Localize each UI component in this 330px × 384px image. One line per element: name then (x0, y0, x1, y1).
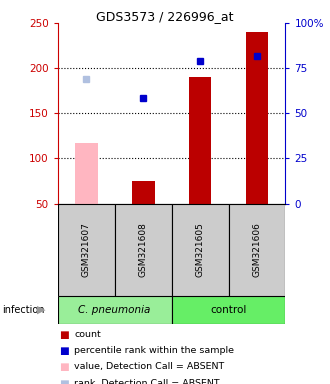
Text: count: count (74, 330, 101, 339)
Text: GSM321605: GSM321605 (196, 222, 205, 277)
Text: GSM321607: GSM321607 (82, 222, 91, 277)
Bar (58, 296, 172, 324)
Text: percentile rank within the sample: percentile rank within the sample (74, 346, 234, 355)
Bar (115, 204, 172, 296)
Bar (228, 204, 285, 296)
Text: GDS3573 / 226996_at: GDS3573 / 226996_at (96, 10, 234, 23)
Text: ■: ■ (59, 346, 69, 356)
Text: control: control (210, 305, 247, 315)
Bar (172, 204, 228, 296)
Bar (172, 296, 285, 324)
Text: ■: ■ (59, 330, 69, 340)
Bar (189, 77, 212, 204)
Text: C. pneumonia: C. pneumonia (79, 305, 151, 315)
Bar (75, 143, 98, 204)
Text: ▶: ▶ (37, 305, 46, 315)
Text: rank, Detection Call = ABSENT: rank, Detection Call = ABSENT (74, 379, 220, 384)
Bar (246, 32, 268, 204)
Bar (58, 204, 115, 296)
Text: infection: infection (2, 305, 44, 315)
Text: value, Detection Call = ABSENT: value, Detection Call = ABSENT (74, 362, 224, 371)
Text: ■: ■ (59, 362, 69, 372)
Bar (132, 181, 154, 204)
Text: GSM321606: GSM321606 (252, 222, 261, 277)
Text: ■: ■ (59, 379, 69, 384)
Text: GSM321608: GSM321608 (139, 222, 148, 277)
